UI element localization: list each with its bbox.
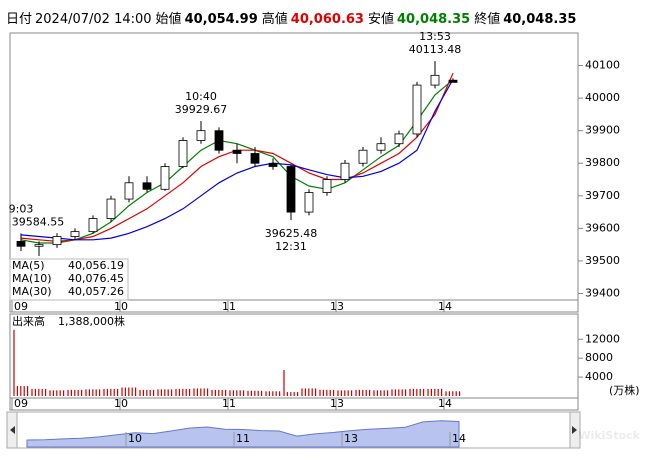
header-value: 2024/07/02 14:00 — [35, 12, 152, 27]
candle-body — [52, 236, 62, 246]
header-label: 始値 — [155, 12, 182, 27]
candle-body — [124, 182, 134, 200]
y-tick-label: 8000 — [585, 351, 613, 364]
volume-panel — [9, 313, 579, 411]
header-label: 終値 — [474, 12, 501, 27]
header-value: 40,048.35 — [397, 12, 471, 27]
x-tick-label: 09 — [14, 300, 28, 313]
volume-total: 1,388,000株 — [58, 314, 125, 328]
x-tick-label: 13 — [330, 300, 344, 313]
candle-body — [34, 244, 44, 247]
candle-body — [196, 130, 206, 141]
legend-name: MA(10) — [12, 272, 52, 285]
candle-body — [160, 166, 170, 190]
header-value: 40,054.99 — [184, 12, 258, 27]
ma-line — [20, 79, 454, 244]
y-tick-label: 39500 — [585, 254, 620, 267]
candle-body — [430, 74, 440, 86]
legend-name: MA(30) — [12, 285, 52, 298]
candle-body — [232, 149, 242, 154]
candle-body — [376, 143, 386, 151]
navigator-label: 10 — [128, 432, 142, 445]
candle-body — [268, 162, 278, 167]
price-panel — [9, 32, 579, 313]
y-tick-label: 39400 — [585, 286, 620, 299]
annotation-time: 12:31 — [275, 240, 307, 253]
annotation-price: 39625.48 — [265, 227, 318, 240]
candle-body — [412, 84, 422, 135]
volume-unit: (万株) — [609, 383, 640, 397]
volume-title: 出来高 — [12, 314, 45, 328]
y-tick-label: 39900 — [585, 124, 620, 137]
y-tick-label: 4000 — [585, 370, 613, 383]
header: 日付 2024/07/02 14:00 始値 40,054.99 高値 40,060.63… — [6, 8, 580, 27]
y-tick-label: 12000 — [585, 332, 620, 345]
candle-body — [304, 192, 314, 213]
y-tick-label: 39700 — [585, 189, 620, 202]
candle-body — [88, 218, 98, 233]
y-tick-label: 39800 — [585, 156, 620, 169]
annotation-price: 39584.55 — [12, 215, 65, 228]
candle-body — [142, 182, 152, 190]
candle-body — [214, 130, 224, 151]
y-tick-label: 40100 — [585, 59, 620, 72]
y-tick-label: 40000 — [585, 91, 620, 104]
annotation-price: 39929.67 — [175, 103, 228, 116]
candle-body — [322, 179, 332, 193]
candle-body — [448, 79, 458, 83]
x-tick-label: 10 — [114, 300, 128, 313]
candle-body — [394, 133, 404, 145]
y-tick-label: 39600 — [585, 221, 620, 234]
legend-name: MA(5) — [12, 259, 45, 272]
candle-body — [178, 140, 188, 167]
x-tick-label: 11 — [222, 397, 236, 410]
x-tick-label: 13 — [330, 397, 344, 410]
arrow-left — [10, 426, 15, 434]
candle-body — [340, 162, 350, 180]
x-tick-label: 10 — [114, 397, 128, 410]
navigator-area — [26, 420, 460, 448]
header-label: 高値 — [261, 12, 288, 27]
legend — [9, 258, 129, 301]
legend-value: 40,057.26 — [68, 285, 124, 298]
header-value: 40,060.63 — [290, 12, 364, 27]
x-tick-label: 14 — [438, 397, 452, 410]
candle-body — [358, 149, 368, 164]
watermark: WikiStock — [578, 429, 640, 442]
annotation-price: 40113.48 — [409, 43, 462, 56]
candle-body — [250, 153, 260, 164]
x-tick-label: 09 — [14, 397, 28, 410]
arrow-right — [572, 426, 577, 434]
header-label: 安値 — [367, 12, 394, 27]
legend-value: 40,056.19 — [68, 259, 124, 272]
legend-value: 40,076.45 — [68, 272, 124, 285]
candle-body — [106, 198, 116, 219]
navigator-label: 13 — [344, 432, 358, 445]
candle-body — [70, 231, 80, 237]
navigator-label: 14 — [452, 432, 466, 445]
navigator-label: 11 — [236, 432, 250, 445]
x-tick-label: 11 — [222, 300, 236, 313]
header-label: 日付 — [6, 12, 33, 27]
annotation-time: 10:40 — [185, 90, 217, 103]
candle-body — [286, 166, 296, 213]
header-value: 40,048.35 — [503, 12, 577, 27]
annotation-time: 13:53 — [419, 30, 451, 43]
x-tick-label: 14 — [438, 300, 452, 313]
ma-line — [20, 79, 454, 241]
annotation-time: 9:03 — [9, 202, 34, 215]
candle-body — [16, 240, 26, 247]
